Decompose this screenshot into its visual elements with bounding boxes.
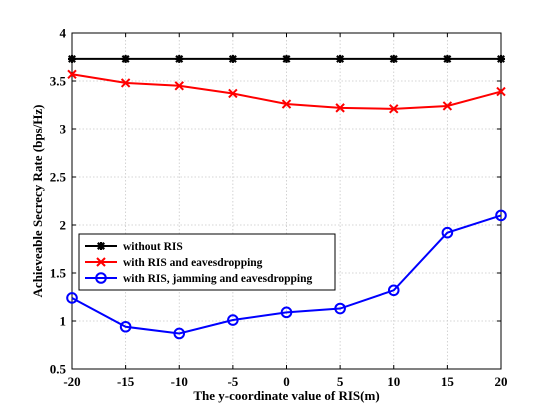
data-point-0 [282, 54, 291, 63]
y-tick-label: 4 [60, 26, 67, 41]
series-line-2 [71, 214, 502, 335]
y-tick-label: 2.5 [50, 170, 67, 185]
y-tick-label: 1.5 [50, 266, 67, 281]
legend-swatch-marker [95, 272, 107, 284]
data-point-2 [119, 320, 132, 333]
data-point-0 [389, 54, 398, 63]
legend-label: with RIS and eavesdropping [123, 257, 263, 269]
data-point-0 [443, 54, 452, 63]
legend-box [78, 233, 336, 291]
data-point-2 [441, 226, 454, 239]
data-point-0 [228, 54, 237, 63]
data-point-1 [174, 81, 184, 91]
data-point-2 [334, 302, 346, 315]
data-point-2 [227, 314, 239, 326]
data-point-0 [121, 54, 130, 63]
y-tick-label: 1 [60, 314, 67, 329]
data-point-2 [280, 306, 293, 319]
data-point-0 [497, 54, 505, 63]
data-point-2 [173, 327, 186, 340]
data-point-1 [67, 69, 77, 79]
data-point-1 [281, 99, 292, 109]
legend: without RIS with RIS and eavesdropping wit… [78, 233, 336, 291]
data-point-2 [387, 284, 400, 297]
y-tick-label: 3.5 [50, 74, 67, 89]
data-point-1 [228, 88, 238, 99]
x-tick-label: 20 [495, 374, 508, 389]
x-tick-label: 10 [387, 374, 400, 389]
y-tick-label: 3 [60, 122, 67, 137]
legend-swatch-marker [97, 242, 105, 250]
data-point-1 [120, 78, 131, 88]
legend-swatch-marker [96, 257, 106, 267]
x-tick-label: -20 [63, 374, 80, 389]
x-tick-label: 0 [283, 374, 290, 389]
data-point-1 [442, 101, 453, 111]
data-point-2 [66, 292, 78, 304]
data-point-1 [496, 86, 506, 97]
legend-label: with RIS, jamming and eavesdropping [123, 273, 313, 285]
data-point-1 [335, 103, 345, 113]
x-tick-label: -5 [227, 374, 238, 389]
y-axis-label: Achieveable Secrecy Rate (bps/Hz) [30, 105, 45, 298]
data-point-0 [336, 54, 345, 63]
data-point-2 [495, 209, 507, 222]
y-tick-label: 2 [60, 218, 67, 233]
series-layer [66, 54, 507, 340]
data-point-0 [68, 54, 76, 63]
axis-ticks: -20 -15 -10 -5 0 5 10 15 20 0.5 1 1.5 2 2.5 3 3.5 4 [50, 26, 508, 390]
x-tick-label: 5 [337, 374, 344, 389]
legend-label: without RIS [123, 241, 183, 253]
data-point-0 [175, 54, 184, 63]
x-axis-label: The y-coordinate value of RIS(m) [193, 388, 379, 403]
y-tick-label: 0.5 [50, 362, 67, 377]
x-tick-label: -15 [117, 374, 135, 389]
x-tick-label: -10 [171, 374, 188, 389]
data-point-1 [389, 104, 399, 114]
x-tick-label: 15 [441, 374, 455, 389]
